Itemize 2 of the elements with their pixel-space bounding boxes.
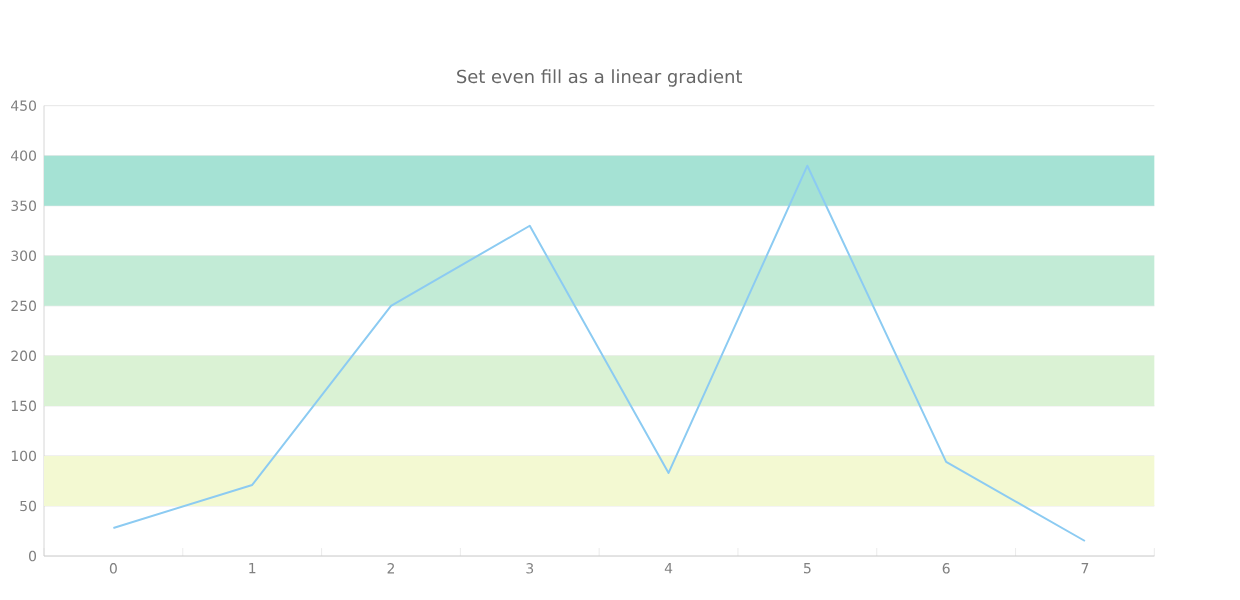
line-series — [112, 164, 1086, 542]
chart-title: Set even fill as a linear gradient — [457, 69, 743, 87]
